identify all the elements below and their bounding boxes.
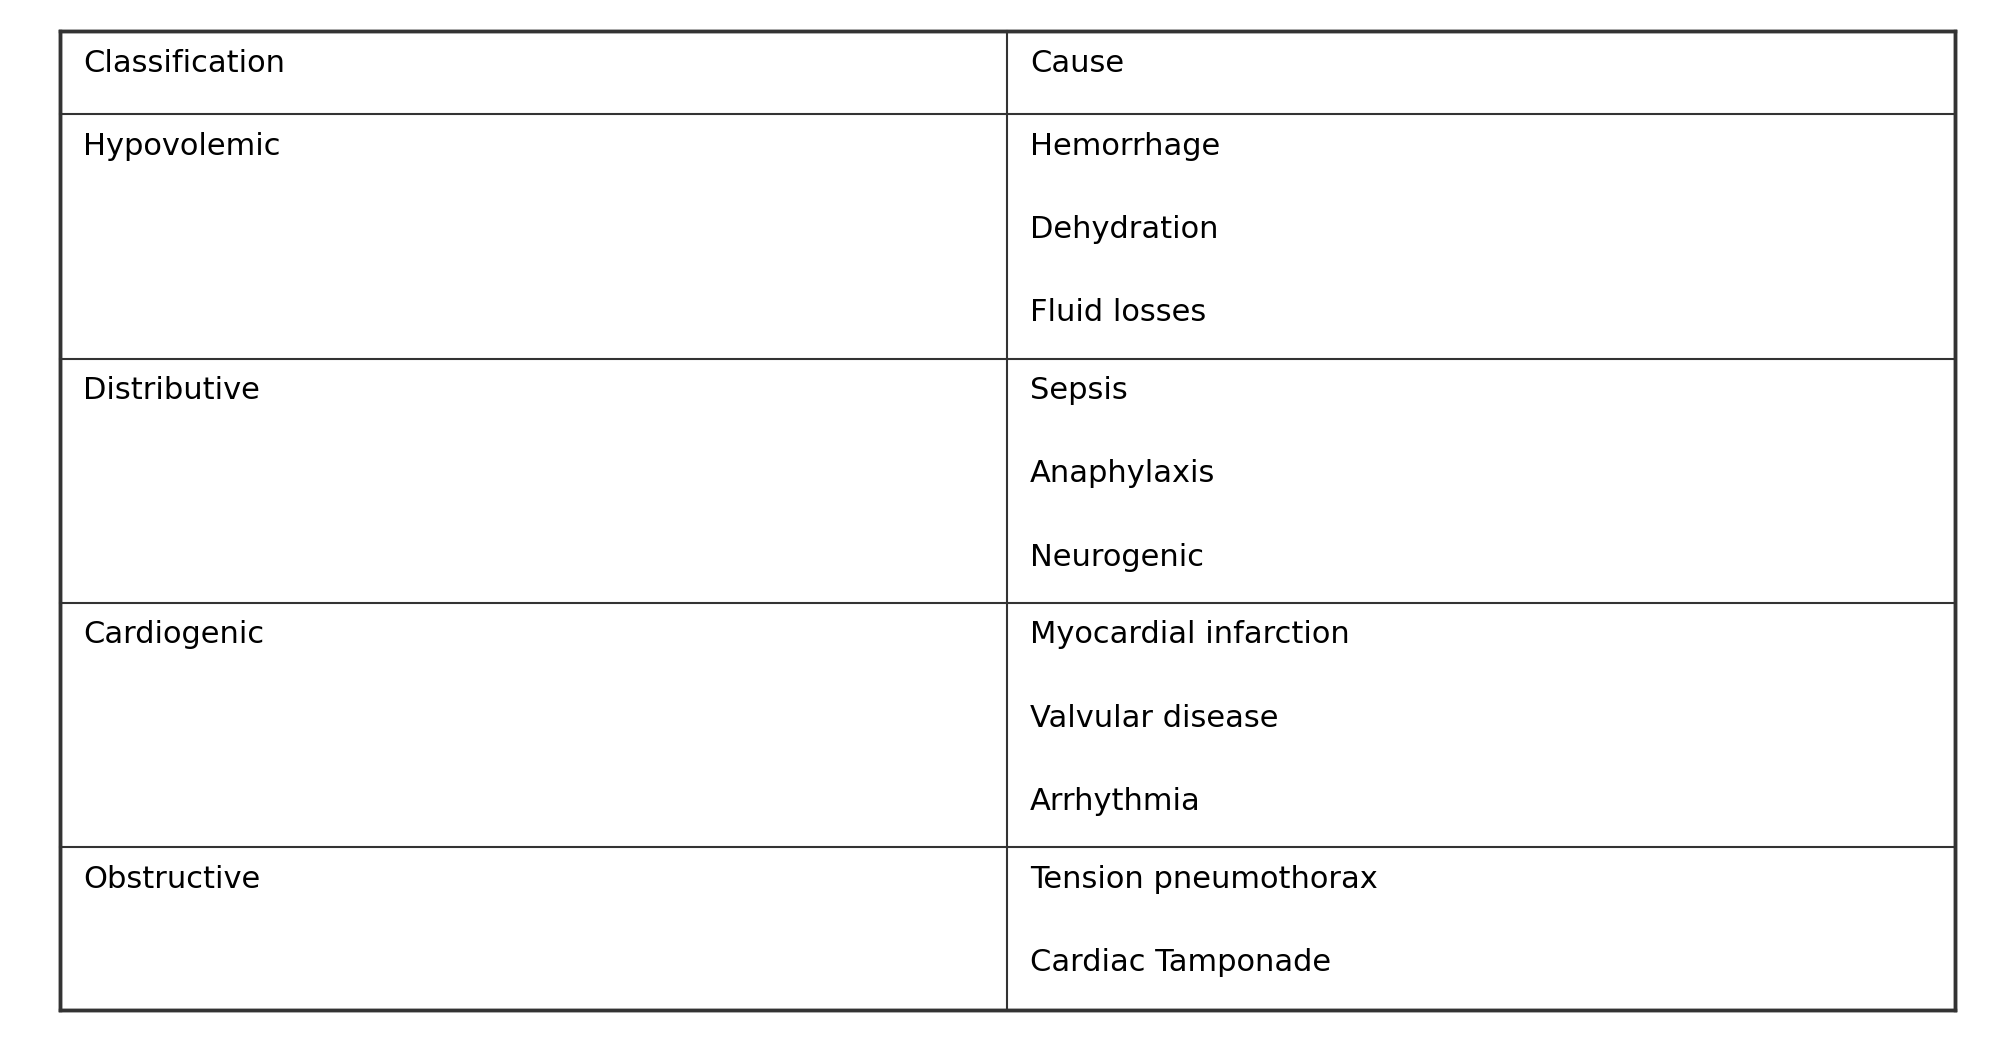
Text: Sepsis: Sepsis [1029, 376, 1128, 405]
Text: Hypovolemic: Hypovolemic [83, 132, 280, 161]
Text: Dehydration: Dehydration [1029, 215, 1218, 245]
Text: Obstructive: Obstructive [83, 865, 260, 893]
Text: Cardiogenic: Cardiogenic [83, 620, 264, 650]
Text: Arrhythmia: Arrhythmia [1029, 787, 1200, 816]
Text: Fluid losses: Fluid losses [1029, 299, 1206, 327]
Text: Valvular disease: Valvular disease [1029, 704, 1279, 733]
Text: Anaphylaxis: Anaphylaxis [1029, 459, 1214, 488]
Text: Classification: Classification [83, 49, 286, 78]
Text: Myocardial infarction: Myocardial infarction [1029, 620, 1349, 650]
Text: Neurogenic: Neurogenic [1029, 542, 1204, 572]
Text: Cardiac Tamponade: Cardiac Tamponade [1029, 947, 1331, 976]
Text: Distributive: Distributive [83, 376, 260, 405]
Text: Tension pneumothorax: Tension pneumothorax [1029, 865, 1378, 893]
Text: Hemorrhage: Hemorrhage [1029, 132, 1220, 161]
Text: Cause: Cause [1029, 49, 1124, 78]
